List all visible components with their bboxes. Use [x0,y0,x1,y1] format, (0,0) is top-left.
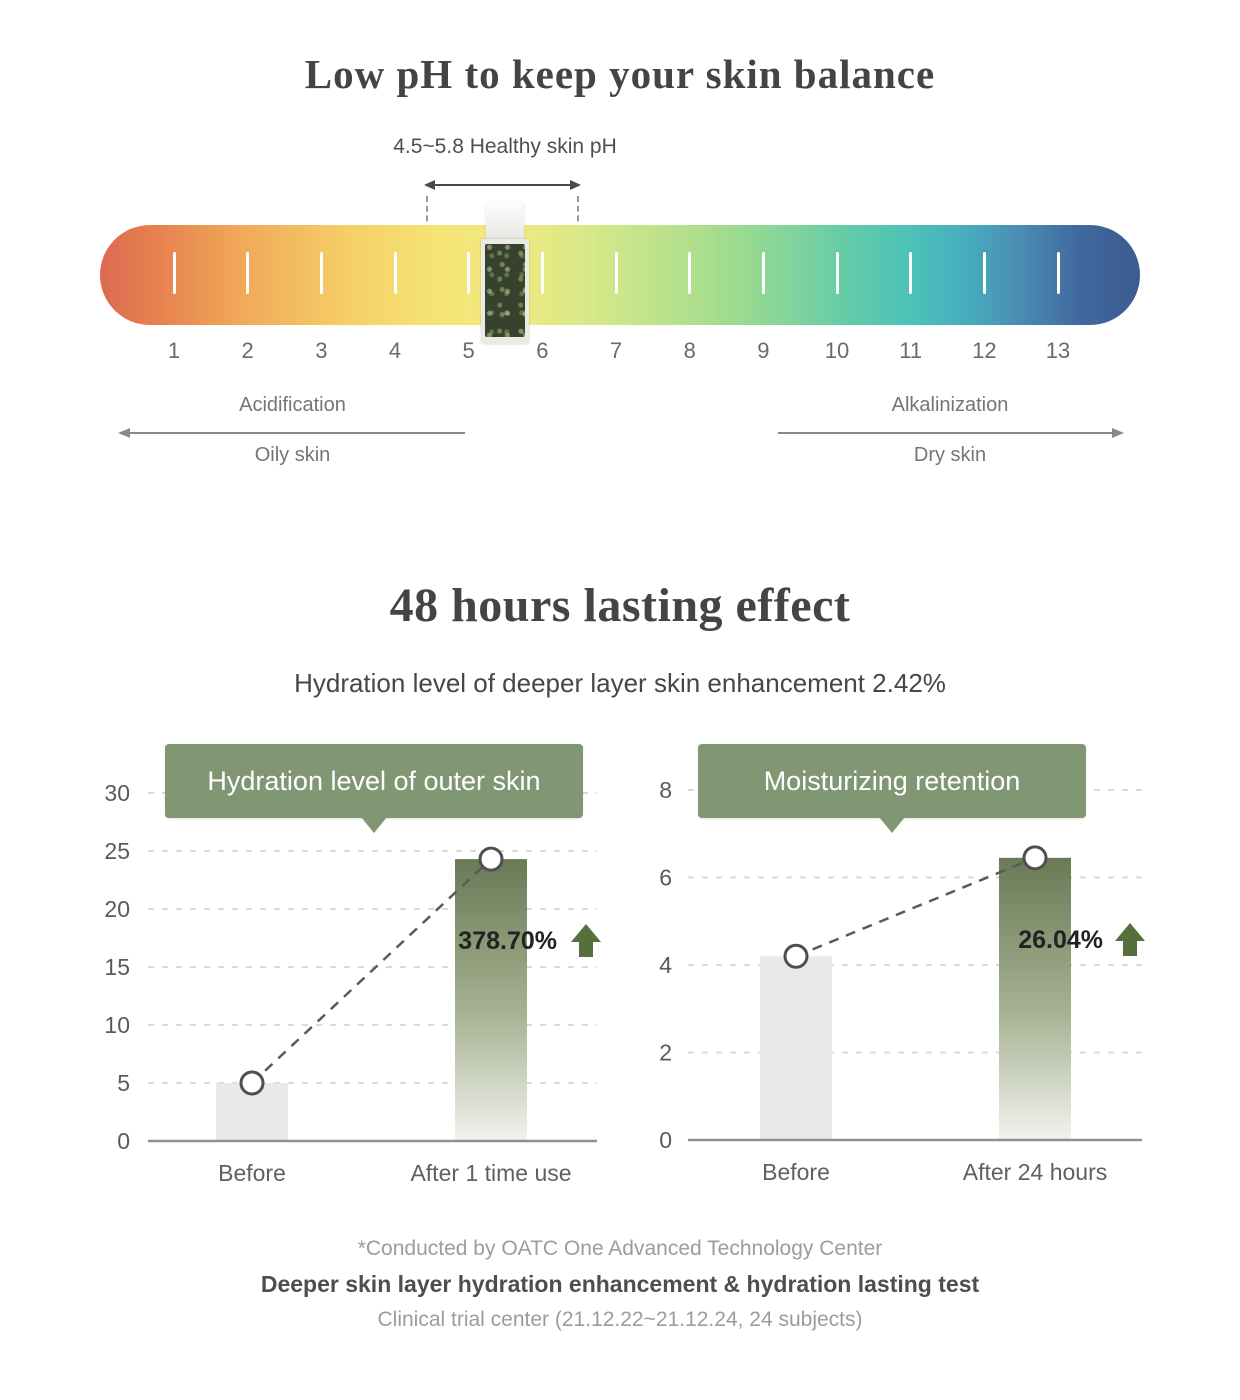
ph-tick [761,252,765,294]
footnote-test-name: Deeper skin layer hydration enhancement … [260,1271,980,1297]
x-category-label: After 24 hours [963,1159,1107,1185]
effect-subtitle: Hydration level of deeper layer skin enh… [294,668,946,698]
dry-skin-label: Dry skin [913,444,987,466]
y-tick-label: 15 [104,954,130,980]
ph-number: 1 [167,338,181,363]
bottle-body [481,239,529,344]
y-tick-label: 0 [117,1128,130,1154]
oily-skin-label: Oily skin [254,444,331,466]
ph-number: 10 [824,338,850,363]
x-category-label: Before [218,1160,286,1186]
ph-scale-numbers: 1 2 3 4 5 6 7 8 9 10 11 12 13 [100,338,1140,368]
right-arrow-icon [778,428,1124,438]
y-tick-label: 2 [659,1040,672,1066]
product-bottle-image [481,202,529,344]
ph-tick [688,252,692,294]
ph-number: 13 [1045,338,1071,363]
footnote-trial-center: Clinical trial center (21.12.22~21.12.24… [377,1308,863,1331]
bottle-contents [485,244,525,337]
bar-after [999,857,1071,1140]
footnote-conducted-by: *Conducted by OATC One Advanced Technolo… [357,1237,883,1260]
y-tick-label: 4 [659,952,672,978]
ph-tick [246,252,250,294]
ph-number: 6 [536,338,549,363]
data-point-marker [783,943,809,969]
data-point-marker [478,846,504,872]
y-tick-label: 6 [659,865,672,891]
ph-number: 5 [462,338,475,363]
chart-title-callout-left: Hydration level of outer skin [165,744,583,833]
ph-tick [172,252,176,294]
change-percent-label: 26.04% [1018,926,1103,954]
ph-number: 12 [972,338,997,363]
ph-number: 4 [388,338,402,363]
x-category-label: After 1 time use [410,1160,571,1186]
ph-gradient-scale [100,225,1140,325]
up-arrow-icon [571,924,601,957]
change-percent-label: 378.70% [458,927,557,955]
trend-connector [795,856,1036,958]
bar-before [760,956,832,1140]
bar-before [216,1083,288,1141]
chart-title-callout-right: Moisturizing retention [698,744,1086,833]
y-tick-label: 8 [659,777,672,803]
bar-after [455,859,527,1141]
bottle-cap [486,202,524,239]
ph-tick [909,252,913,294]
range-double-arrow-icon [424,180,581,190]
effect-section-title: 48 hours lasting effect [389,579,851,632]
ph-number: 7 [609,338,623,363]
acidification-label: Acidification [239,394,346,416]
y-tick-label: 10 [104,1012,130,1038]
trend-connector [251,858,492,1084]
alkalinization-label: Alkalinization [891,394,1009,416]
ph-number: 2 [241,338,254,363]
x-category-label: Before [762,1159,830,1185]
ph-number: 8 [683,338,696,363]
ph-tick [1056,252,1060,294]
ph-tick [393,252,397,294]
y-tick-label: 30 [104,780,130,806]
ph-tick [614,252,618,294]
y-tick-label: 5 [117,1070,130,1096]
y-tick-label: 25 [104,838,130,864]
data-point-marker [1022,845,1048,871]
left-arrow-icon [118,428,465,438]
ph-tick [319,252,323,294]
y-tick-label: 20 [104,896,130,922]
ph-tick [540,252,544,294]
ph-tick [467,252,471,294]
ph-number: 3 [315,338,328,363]
ph-number: 11 [899,338,923,363]
ph-section-title: Low pH to keep your skin balance [304,51,936,97]
healthy-ph-range-label: 4.5~5.8 Healthy skin pH [393,135,617,158]
y-tick-label: 0 [659,1127,672,1153]
data-point-marker [239,1070,265,1096]
ph-number: 9 [757,338,770,363]
ph-tick [835,252,839,294]
up-arrow-icon [1115,923,1145,956]
ph-tick [982,252,986,294]
